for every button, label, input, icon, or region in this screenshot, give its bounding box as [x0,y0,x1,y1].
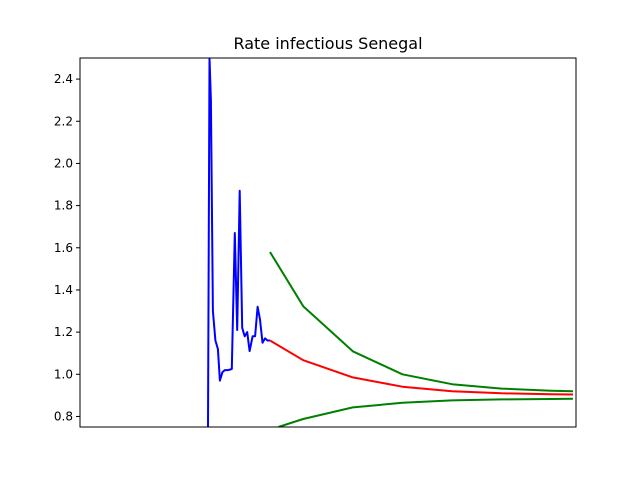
series-layer [207,58,574,427]
y-axis: 0.8 1.0 1.2 1.4 1.6 1.8 2.0 2.2 2.4 [54,72,80,423]
y-tick-label: 1.2 [54,325,73,339]
y-tick-label: 1.0 [54,367,73,381]
y-tick-label: 2.0 [54,156,73,170]
y-tick-label: 0.8 [54,409,73,423]
plot-area-frame [79,57,577,428]
series-line-1 [207,58,270,427]
y-tick-label: 1.4 [54,283,73,297]
y-tick-label: 1.8 [54,199,73,213]
y-tick-label: 2.4 [54,72,73,86]
series-line-3 [269,251,574,393]
series-line-2 [269,339,574,396]
y-tick-label: 1.6 [54,241,73,255]
y-tick-label: 2.2 [54,114,73,128]
chart-title: Rate infectious Senegal [233,34,422,53]
series-line-4 [278,397,574,427]
